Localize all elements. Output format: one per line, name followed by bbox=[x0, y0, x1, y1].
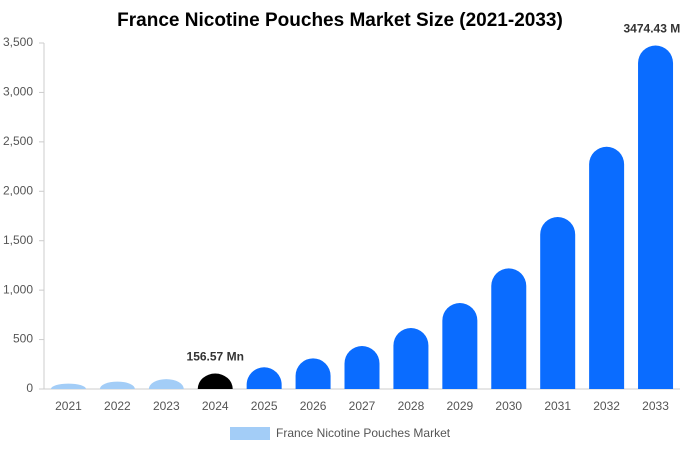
y-tick-label: 2,000 bbox=[3, 183, 33, 197]
x-tick-label: 2025 bbox=[251, 399, 278, 413]
legend-label: France Nicotine Pouches Market bbox=[276, 426, 451, 440]
bar bbox=[491, 268, 527, 389]
x-tick-label: 2024 bbox=[202, 399, 229, 413]
bar bbox=[50, 383, 86, 389]
x-tick-label: 2027 bbox=[349, 399, 376, 413]
bar bbox=[246, 367, 282, 389]
x-tick-label: 2030 bbox=[495, 399, 522, 413]
y-tick-label: 1,500 bbox=[3, 233, 33, 247]
x-tick-label: 2028 bbox=[398, 399, 425, 413]
bar bbox=[540, 216, 576, 389]
x-tick-label: 2026 bbox=[300, 399, 327, 413]
y-tick-label: 1,000 bbox=[3, 282, 33, 296]
bar bbox=[295, 358, 331, 389]
bar bbox=[148, 379, 184, 389]
x-tick-label: 2029 bbox=[446, 399, 473, 413]
bar bbox=[442, 302, 478, 389]
x-tick-label: 2021 bbox=[55, 399, 82, 413]
x-tick-label: 2022 bbox=[104, 399, 131, 413]
x-tick-label: 2023 bbox=[153, 399, 180, 413]
x-tick-label: 2033 bbox=[642, 399, 669, 413]
bar bbox=[638, 45, 674, 390]
y-tick-label: 500 bbox=[13, 332, 33, 346]
bar bbox=[197, 373, 233, 389]
x-tick-label: 2032 bbox=[593, 399, 620, 413]
value-label: 156.57 Mn bbox=[187, 350, 244, 364]
y-tick-label: 3,500 bbox=[3, 35, 33, 49]
y-tick-label: 0 bbox=[26, 381, 33, 395]
bar bbox=[589, 146, 625, 389]
bar bbox=[393, 328, 429, 389]
value-label: 3474.43 Mn bbox=[624, 22, 680, 36]
bar bbox=[344, 345, 380, 389]
chart-title: France Nicotine Pouches Market Size (202… bbox=[117, 10, 563, 31]
y-tick-label: 2,500 bbox=[3, 134, 33, 148]
bar bbox=[99, 381, 135, 389]
x-tick-label: 2031 bbox=[544, 399, 571, 413]
legend-swatch bbox=[230, 427, 270, 440]
y-tick-label: 3,000 bbox=[3, 85, 33, 99]
